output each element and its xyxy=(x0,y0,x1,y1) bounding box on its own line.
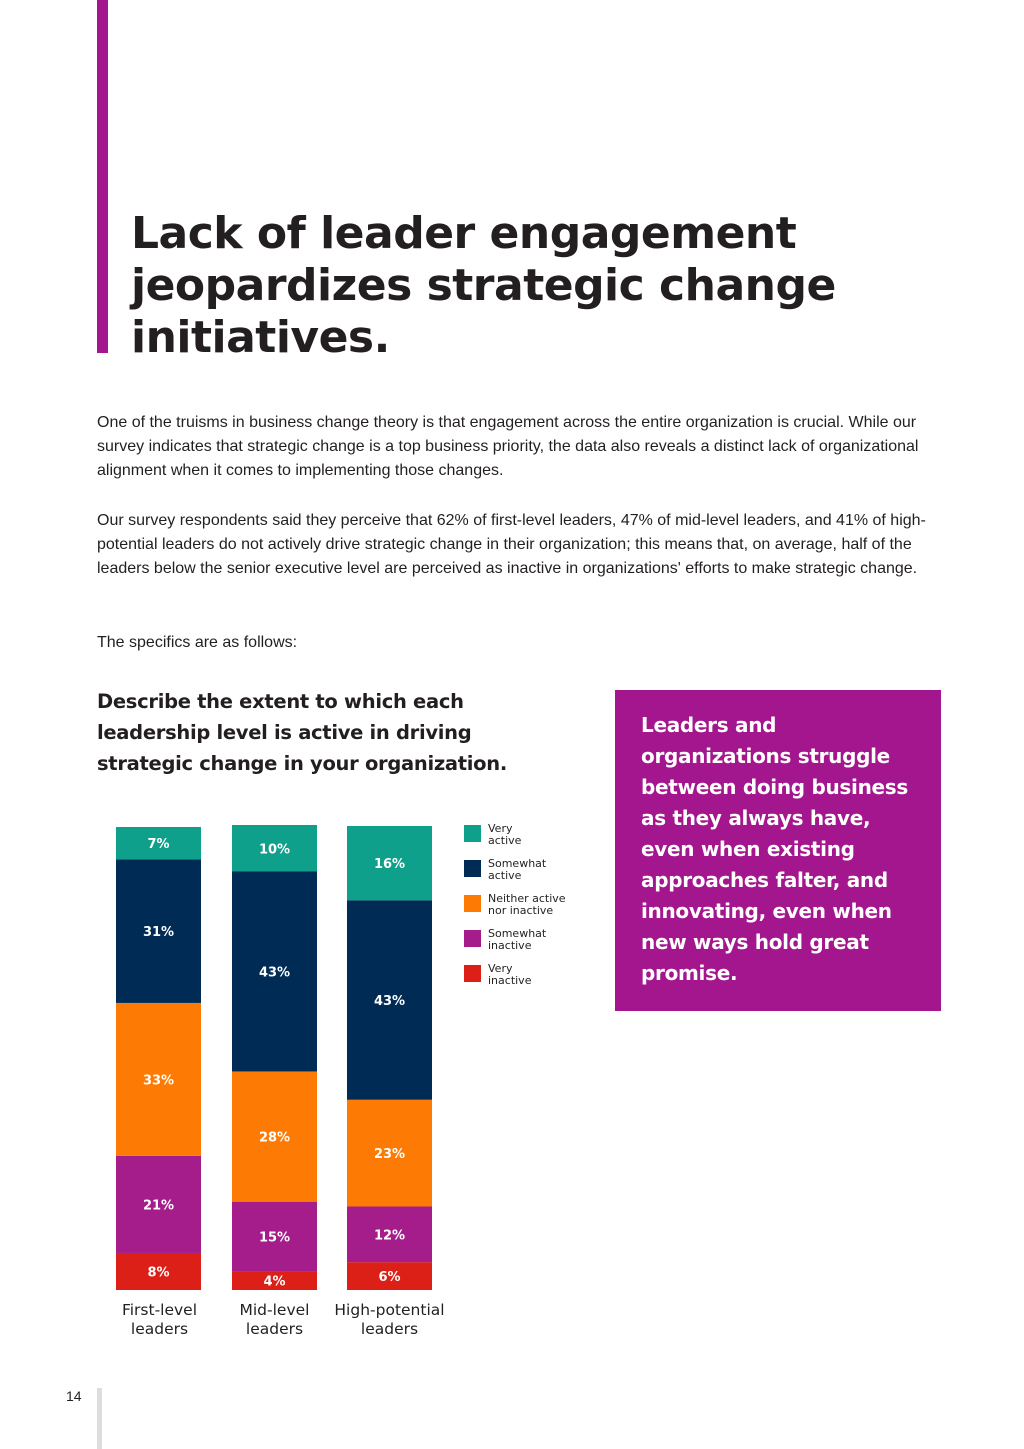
legend-label-somewhat-active: active xyxy=(488,869,522,882)
bar-segment-somewhat-active xyxy=(347,900,432,1100)
bar-segment-very-inactive xyxy=(232,1271,317,1290)
legend-swatch-very-inactive xyxy=(464,965,481,982)
bar-segment-neither-active-nor-inactive xyxy=(347,1099,432,1207)
data-label-very-active: 10% xyxy=(259,842,290,857)
chart-title: Describe the extent to which each leader… xyxy=(97,690,507,775)
bar-segment-neither-active-nor-inactive xyxy=(232,1071,317,1202)
legend-label-neither-active-nor-inactive: Neither active xyxy=(488,892,566,905)
data-label-somewhat-active: 31% xyxy=(143,925,174,940)
bar-segment-somewhat-inactive xyxy=(116,1155,201,1253)
data-label-very-inactive: 4% xyxy=(263,1275,285,1290)
bar-segment-very-active xyxy=(347,826,432,901)
category-label: First-level xyxy=(122,1301,197,1319)
legend-label-somewhat-inactive: inactive xyxy=(488,939,532,952)
data-label-neither-active-nor-inactive: 28% xyxy=(259,1131,290,1146)
category-label: leaders xyxy=(246,1320,303,1338)
intro-paragraph: One of the truisms in business change th… xyxy=(97,414,919,479)
legend-label-very-inactive: inactive xyxy=(488,974,532,987)
footer-rule xyxy=(97,1388,102,1449)
legend-label-somewhat-inactive: Somewhat xyxy=(488,927,547,940)
legend-swatch-somewhat-inactive xyxy=(464,930,481,947)
data-label-somewhat-inactive: 12% xyxy=(374,1228,405,1243)
data-label-neither-active-nor-inactive: 23% xyxy=(374,1147,405,1162)
category-label: leaders xyxy=(361,1320,418,1338)
category-label: Mid-level xyxy=(240,1301,310,1319)
legend-label-very-active: active xyxy=(488,834,522,847)
bar-segment-very-active xyxy=(232,825,317,872)
bar-segment-somewhat-inactive xyxy=(232,1201,317,1272)
bar-segment-somewhat-active xyxy=(232,871,317,1072)
data-label-very-inactive: 6% xyxy=(378,1270,400,1285)
data-label-very-inactive: 8% xyxy=(147,1265,169,1280)
data-label-neither-active-nor-inactive: 33% xyxy=(143,1073,174,1088)
legend-label-neither-active-nor-inactive: nor inactive xyxy=(488,904,553,917)
specifics-paragraph: The specifics are as follows: xyxy=(97,634,298,651)
callout-text: Leaders and organizations struggle betwe… xyxy=(641,713,909,985)
legend-label-very-active: Very xyxy=(488,822,513,835)
data-label-somewhat-active: 43% xyxy=(259,965,290,980)
bar-segment-very-inactive xyxy=(347,1262,432,1290)
legend-swatch-neither-active-nor-inactive xyxy=(464,895,481,912)
data-label-very-active: 16% xyxy=(374,857,405,872)
bar-segment-neither-active-nor-inactive xyxy=(116,1002,201,1156)
callout-box: Leaders and organizations struggle betwe… xyxy=(615,690,941,1011)
data-label-somewhat-inactive: 21% xyxy=(143,1198,174,1213)
legend-label-very-inactive: Very xyxy=(488,962,513,975)
category-label: High-potential xyxy=(334,1301,444,1319)
category-label: leaders xyxy=(131,1320,188,1338)
data-label-very-active: 7% xyxy=(147,837,169,852)
accent-bar xyxy=(97,0,108,353)
data-label-somewhat-active: 43% xyxy=(374,994,405,1009)
bar-segment-somewhat-inactive xyxy=(347,1206,432,1263)
page-number: 14 xyxy=(66,1388,82,1404)
legend-swatch-very-active xyxy=(464,825,481,842)
survey-paragraph: Our survey respondents said they perceiv… xyxy=(97,512,926,577)
legend-label-somewhat-active: Somewhat xyxy=(488,857,547,870)
bar-segment-somewhat-active xyxy=(116,859,201,1003)
bar-segment-very-inactive xyxy=(116,1252,201,1290)
data-label-somewhat-inactive: 15% xyxy=(259,1231,290,1246)
bar-segment-very-active xyxy=(116,827,201,860)
legend-swatch-somewhat-active xyxy=(464,860,481,877)
page-title: Lack of leader engagement jeopardizes st… xyxy=(131,208,836,363)
